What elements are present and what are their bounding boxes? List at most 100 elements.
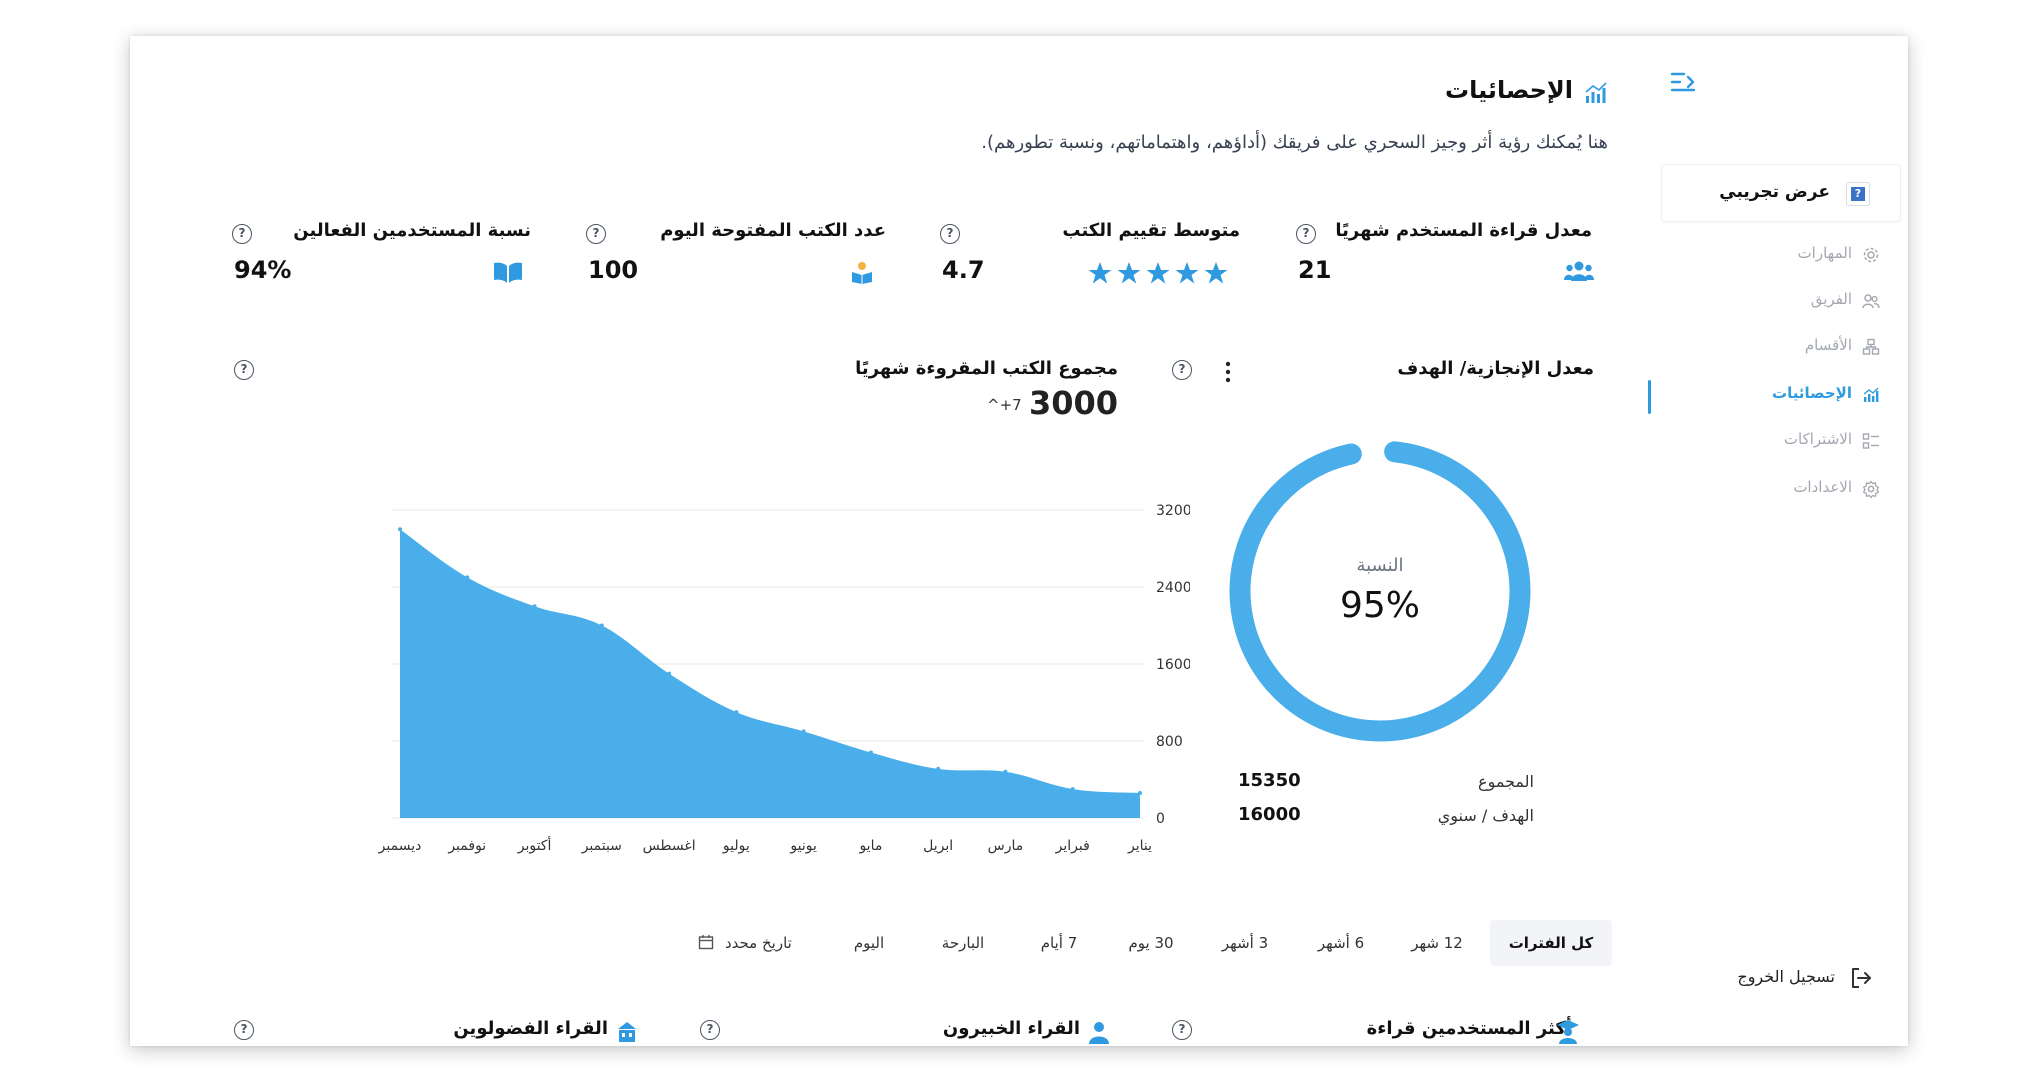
building-icon [618, 1022, 636, 1042]
subscriptions-icon [1862, 433, 1879, 449]
chart-delta-value: +7 [999, 396, 1022, 414]
star-icon [1088, 262, 1112, 284]
more-options-icon[interactable] [1224, 360, 1232, 384]
active-nav-indicator [1648, 380, 1651, 414]
sidebar-item-label: الأقسام [1804, 336, 1852, 354]
y-tick-label: 800 [1156, 734, 1183, 750]
sidebar-item-skills[interactable]: المهارات [1668, 240, 1908, 270]
stat-label-books-today: عدد الكتب المفتوحة اليوم [660, 220, 886, 241]
period-label: 12 شهر [1411, 934, 1463, 952]
data-point [398, 527, 402, 532]
data-point [734, 710, 739, 715]
y-tick-label: 1600 [1156, 657, 1190, 673]
gauge-target-label: الهدف / سنوي [1437, 806, 1534, 825]
stat-label-book-rating: متوسط تقييم الكتب [1062, 220, 1240, 241]
stat-value-monthly-reading: 21 [1298, 256, 1332, 284]
period-all[interactable]: كل الفترات [1490, 920, 1612, 966]
period-12-months[interactable]: 12 شهر [1392, 920, 1482, 966]
logout-icon [1852, 968, 1871, 988]
period-today[interactable]: اليوم [826, 920, 912, 966]
sidebar-item-label: الفريق [1810, 290, 1852, 308]
sidebar-item-label: الاشتراكات [1783, 430, 1852, 448]
demo-button[interactable]: عرض تجريبي ? [1661, 164, 1901, 222]
help-icon[interactable]: ? [232, 224, 252, 244]
period-label: كل الفترات [1508, 934, 1594, 952]
help-icon[interactable]: ? [1172, 1020, 1192, 1040]
stat-label-monthly-reading: معدل قراءة المستخدم شهريًا [1335, 220, 1592, 241]
reader-icon [852, 262, 872, 284]
calendar-icon [698, 935, 714, 950]
app-window: عرض تجريبي ? المهارات الفريق الأقسام الإ… [130, 36, 1908, 1046]
help-icon[interactable]: ? [940, 224, 960, 244]
help-icon[interactable]: ? [1172, 360, 1192, 380]
x-tick-label: مايو [858, 838, 882, 854]
period-yesterday[interactable]: البارحة [916, 920, 1010, 966]
sections-icon [1862, 338, 1880, 355]
x-tick-label: يونيو [789, 838, 817, 854]
gauge-percent: 95% [1340, 585, 1420, 626]
page-description: هنا يُمكنك رؤية أثر وجيز السحري على فريق… [981, 132, 1608, 153]
help-icon[interactable]: ? [700, 1020, 720, 1040]
star-icon [1146, 262, 1170, 284]
sidebar-item-label: الاعدادات [1793, 478, 1852, 496]
data-point [465, 575, 470, 580]
rating-stars [1088, 261, 1228, 285]
stat-value-active-users: 94% [234, 256, 292, 284]
statistics-title-icon [1585, 82, 1607, 103]
settings-icon [1862, 480, 1880, 498]
area-chart: 0 800 1600 2400 3200 يناير فبراير مارس ابريل مايو… [378, 503, 1190, 854]
data-point [936, 766, 941, 771]
open-book-icon [494, 262, 522, 283]
help-icon[interactable]: ? [586, 224, 606, 244]
sidebar-item-statistics[interactable]: الإحصائيات [1668, 380, 1908, 410]
sidebar-item-label: الإحصائيات [1772, 384, 1852, 402]
period-label: تاريخ محدد [724, 934, 792, 952]
period-custom-date[interactable]: تاريخ محدد [670, 920, 820, 966]
sidebar-toggle-icon[interactable] [1670, 70, 1696, 94]
data-point [868, 750, 873, 755]
chevron-up-icon: ^ [987, 396, 1000, 414]
data-point [1138, 790, 1142, 795]
x-tick-label: أكتوبر [517, 836, 552, 854]
logout-button[interactable]: تسجيل الخروج [1713, 964, 1873, 994]
period-6-months[interactable]: 6 أشهر [1296, 920, 1386, 966]
star-icon [1117, 262, 1141, 284]
stat-value-books-today: 100 [588, 256, 639, 284]
period-label: 3 أشهر [1221, 934, 1269, 952]
period-3-months[interactable]: 3 أشهر [1200, 920, 1290, 966]
period-label: 7 أيام [1040, 934, 1078, 952]
section-title-expert-readers: القراء الخبيرون [942, 1018, 1080, 1039]
sidebar-item-label: المهارات [1797, 244, 1852, 262]
period-7-days[interactable]: 7 أيام [1014, 920, 1104, 966]
x-tick-label: مارس [988, 838, 1024, 854]
sidebar-item-subscriptions[interactable]: الاشتراكات [1668, 426, 1908, 456]
y-tick-label: 3200 [1156, 503, 1190, 519]
sidebar-item-sections[interactable]: الأقسام [1668, 332, 1908, 362]
gauge-total-label: المجموع [1478, 772, 1534, 791]
gauge-target-value: 16000 [1238, 804, 1301, 825]
users-icon [1564, 261, 1594, 281]
x-tick-label: ديسمبر [378, 838, 422, 854]
gauge-arc [1229, 440, 1531, 742]
question-box-icon: ? [1846, 182, 1870, 206]
sidebar-item-team[interactable]: الفريق [1668, 286, 1908, 316]
expert-icon [1089, 1022, 1109, 1044]
period-label: اليوم [853, 934, 885, 952]
period-30-days[interactable]: 30 يوم [1106, 920, 1196, 966]
sidebar-item-settings[interactable]: الاعدادات [1668, 474, 1908, 504]
period-label: 30 يوم [1128, 934, 1174, 952]
data-point [599, 623, 604, 628]
star-icon [1204, 262, 1228, 284]
period-label: 6 أشهر [1317, 934, 1365, 952]
data-point [1003, 769, 1008, 774]
y-tick-label: 0 [1156, 811, 1165, 827]
help-icon[interactable]: ? [1296, 224, 1316, 244]
help-icon[interactable]: ? [234, 1020, 254, 1040]
data-point [801, 729, 806, 734]
x-tick-label: سبتمبر [581, 838, 622, 854]
logout-label: تسجيل الخروج [1737, 967, 1835, 986]
gauge-title: معدل الإنجازية/ الهدف [1397, 358, 1594, 379]
x-tick-label: نوفمبر [447, 838, 486, 854]
chart-icon [1863, 387, 1879, 402]
help-icon[interactable]: ? [234, 360, 254, 380]
